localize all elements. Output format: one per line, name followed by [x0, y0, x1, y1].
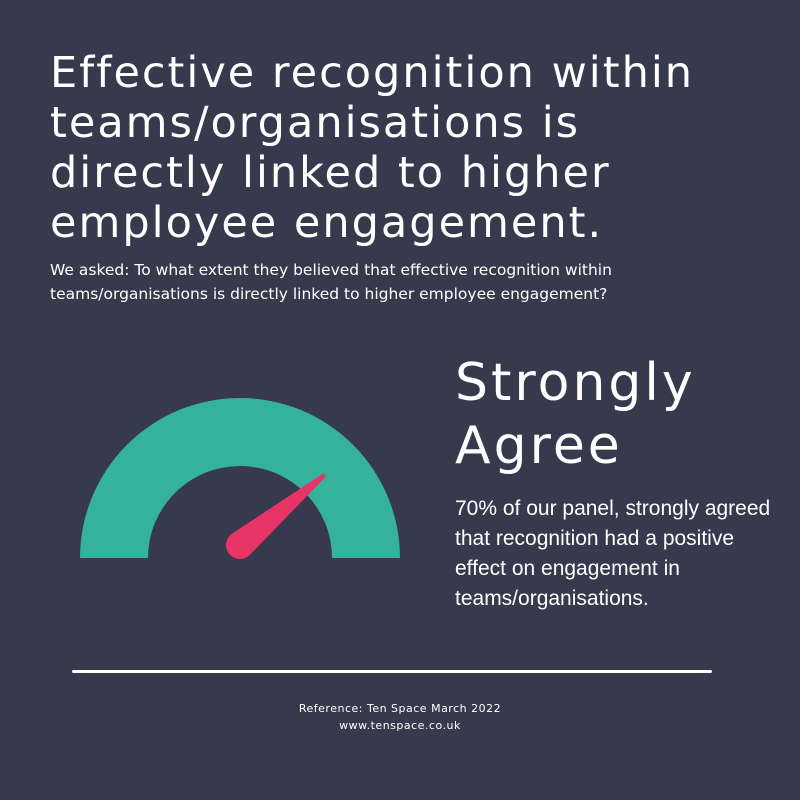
gauge-arc	[80, 398, 400, 558]
headline: Effective recognition within teams/organ…	[50, 48, 695, 248]
gauge-needle	[226, 473, 327, 559]
footer: Reference: Ten Space March 2022 www.tens…	[0, 700, 800, 734]
reference-text: Reference: Ten Space March 2022	[298, 702, 502, 715]
divider	[72, 670, 712, 673]
speedometer-gauge-icon	[80, 398, 400, 559]
result-title: Strongly Agree	[455, 353, 696, 476]
result-description: 70% of our panel, strongly agreed that r…	[455, 497, 771, 610]
survey-question: We asked: To what extent they believed t…	[50, 261, 612, 303]
website-link[interactable]: www.tenspace.co.uk	[339, 719, 461, 732]
